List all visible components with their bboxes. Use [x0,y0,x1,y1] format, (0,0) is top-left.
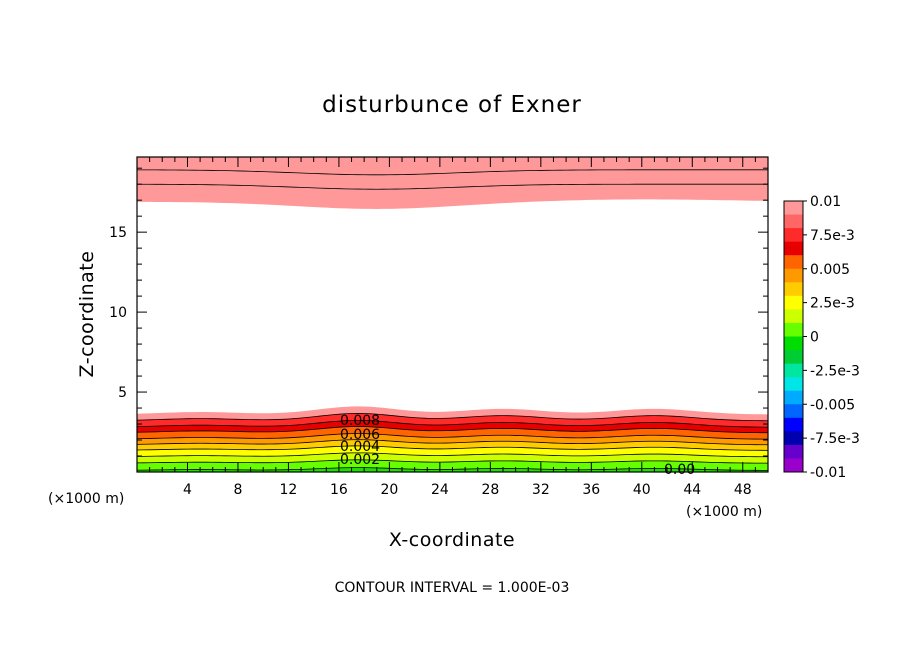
lower-contour-5 [136,433,769,440]
lower-contour-2 [136,452,769,458]
colorbar-swatch [784,431,803,446]
lower-contour-3 [136,445,769,451]
colorbar-swatch [784,268,803,283]
colorbar-swatch [784,201,803,216]
x-tick-label: 4 [183,482,192,498]
x-axis: 4 8 12 16 20 24 28 32 36 40 44 48 [149,157,756,498]
colorbar-swatch [784,458,803,473]
x-unit-label-right: (×1000 m) [686,504,762,520]
x-axis-title: X-coordinate [389,529,515,551]
x-tick-label: 16 [330,482,348,498]
colorbar-swatch [784,255,803,270]
colorbar: 0.01 7.5e-3 0.005 2.5e-3 0 -2.5e-3 -0.005 -7.5e… [783,194,860,481]
colorbar-swatch [784,241,803,256]
colorbar-swatch [784,282,803,297]
colorbar-swatch [784,322,803,337]
upper-contour-0 [136,169,768,176]
x-tick-label: 48 [734,482,752,498]
colorbar-tick-label: 0.005 [810,262,850,278]
colorbar-swatch [784,214,803,229]
lower-contour-6 [136,426,769,434]
contour-label-0006: 0.006 [340,427,380,443]
colorbar-swatch [784,228,803,243]
lower-contour-8 [136,413,769,422]
y-axis-title: Z-coordinate [76,251,98,378]
x-tick-label: 44 [683,482,701,498]
upper-band-1 [137,157,768,209]
x-tick-label: 40 [633,482,651,498]
lower-contour-7 [136,419,769,428]
x-tick-label: 32 [532,482,550,498]
colorbar-tick-label: -2.5e-3 [810,363,860,379]
y-tick-label: 5 [118,385,127,401]
colorbar-tick-label: -0.005 [810,397,855,413]
colorbar-swatch [784,377,803,392]
colorbar-swatch [784,336,803,351]
y-tick-label: 10 [109,305,127,321]
colorbar-swatch [784,444,803,459]
contour-interval-note: CONTOUR INTERVAL = 1.000E-03 [335,580,570,596]
colorbar-tick-label: -0.01 [810,465,846,481]
colorbar-tick-label: -7.5e-3 [810,431,860,447]
contour-label-0004: 0.004 [340,439,380,455]
contour-label-000: 0.00 [664,462,695,478]
x-unit-label-left: (×1000 m) [48,491,124,507]
chart-title: disturbunce of Exner [322,92,582,118]
upper-contour-1 [136,183,768,190]
colorbar-swatch [784,417,803,432]
colorbar-swatch [784,390,803,405]
colorbar-swatch [784,404,803,419]
contour-label-group: 0.008 0.006 0.004 0.002 0.00 [340,413,695,478]
colorbar-swatch [784,295,803,310]
colorbar-swatch [784,350,803,365]
colorbar-tick-label: 7.5e-3 [810,228,855,244]
x-tick-label: 36 [582,482,600,498]
x-tick-label: 8 [233,482,242,498]
colorbar-tick-label: 2.5e-3 [810,296,855,312]
x-tick-label: 24 [431,482,449,498]
y-tick-label: 15 [109,225,127,241]
contour-label-0002: 0.002 [340,452,380,468]
contour-label-0008: 0.008 [340,413,380,429]
x-tick-label: 20 [380,482,398,498]
y-axis: 5 10 15 [109,167,768,457]
colorbar-swatch [784,363,803,378]
colorbar-tick-label: 0.01 [810,194,841,210]
colorbar-tick-label: 0 [810,330,819,346]
lower-contour-1 [136,459,769,464]
x-tick-label: 28 [481,482,499,498]
lower-contour-4 [136,439,769,446]
colorbar-swatch [784,309,803,324]
x-tick-label: 12 [280,482,298,498]
